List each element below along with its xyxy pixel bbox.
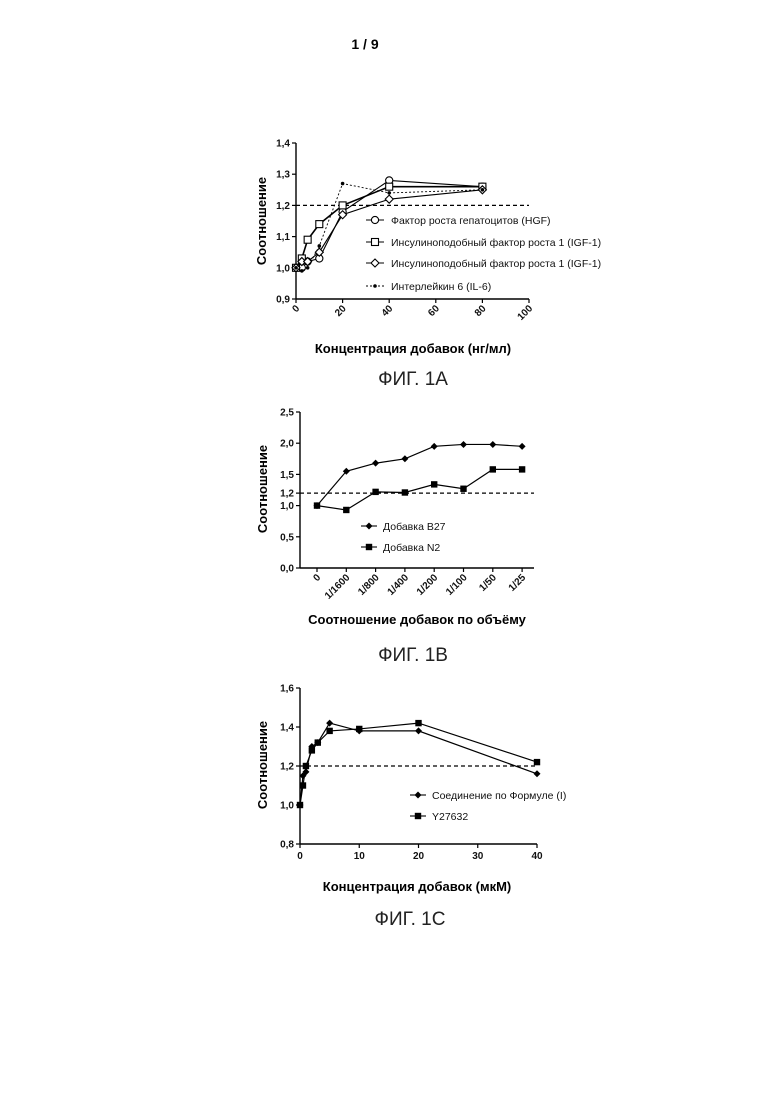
chart-1c-series-1-point (300, 782, 306, 788)
chart-1c-series-0-point (534, 770, 541, 777)
chart-1c-series-1-point (315, 739, 321, 745)
chart-1c-xtick-label: 10 (354, 851, 366, 862)
chart-1c-series-1-point (297, 802, 303, 808)
chart-1c-xlabel: Концентрация добавок (мкМ) (323, 879, 511, 894)
chart-1c-xtick-label: 20 (413, 851, 425, 862)
chart-1c-xtick-label: 30 (472, 851, 484, 862)
chart-1c-series-1-point (309, 747, 315, 753)
chart-1c-legend-marker-1 (415, 813, 421, 819)
chart-1c-ytick-label: 1,2 (280, 762, 294, 773)
chart-1c-series-0-point (415, 727, 422, 734)
chart-1c-series-1-point (356, 726, 362, 732)
chart-1c-legend-label-0: Соединение по Формуле (I) (432, 790, 566, 802)
chart-1c-legend-label-1: Y27632 (432, 811, 468, 823)
chart-1c-legend-marker-0 (415, 792, 422, 799)
chart-1c-ytick-label: 1,4 (280, 723, 294, 734)
chart-1c-xtick-label: 0 (297, 851, 303, 862)
chart-1c-ylabel: Соотношение (255, 721, 270, 809)
chart-1c-series-1-point (326, 728, 332, 734)
chart-1c-ytick-label: 0,8 (280, 840, 294, 851)
chart-1c-ytick-label: 1,0 (280, 801, 294, 812)
chart-1c-series-1-point (534, 759, 540, 765)
chart-1c-ytick-label: 1,6 (280, 684, 294, 695)
chart-1c-xtick-label: 40 (531, 851, 543, 862)
chart-1c-series-1-point (303, 763, 309, 769)
chart-1c-caption: ФИГ. 1С (375, 909, 446, 930)
chart-1c-series-1-point (415, 720, 421, 726)
chart-1c-series-0-point (326, 720, 333, 727)
